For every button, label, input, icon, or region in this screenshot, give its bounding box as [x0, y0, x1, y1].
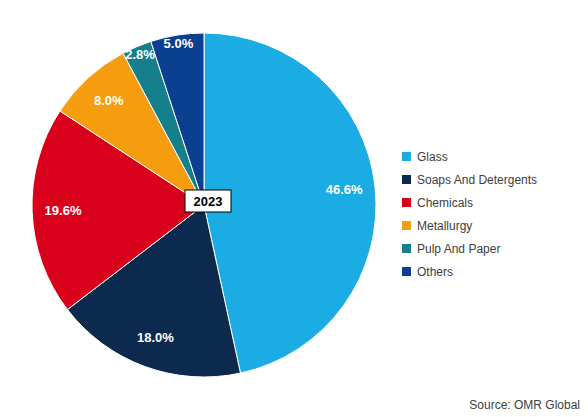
legend-label: Chemicals	[417, 196, 473, 210]
slice	[151, 33, 204, 205]
legend-swatch	[402, 267, 411, 276]
center-title: 2023	[185, 190, 231, 212]
data-label: 5.0%	[164, 36, 194, 51]
legend-label: Metallurgy	[417, 219, 472, 233]
data-label: 19.6%	[45, 203, 82, 218]
legend-label: Others	[417, 265, 453, 279]
legend-label: Glass	[417, 150, 448, 164]
data-label: 2.8%	[125, 47, 155, 62]
data-label: 46.6%	[326, 182, 363, 197]
data-label: 18.0%	[137, 330, 174, 345]
legend-swatch	[402, 152, 411, 161]
legend-swatch	[402, 175, 411, 184]
legend: Glass Soaps And Detergents Chemicals Metall…	[402, 150, 537, 279]
chart: 46.6% 18.0% 19.6% 8.0% 2.8% 5.0% 2023 Glass Soap…	[0, 0, 588, 417]
data-labels: 46.6% 18.0% 19.6% 8.0% 2.8% 5.0%	[45, 36, 363, 345]
legend-swatch	[402, 221, 411, 230]
title: 2023	[194, 194, 223, 209]
legend-swatch	[402, 244, 411, 253]
data-label: 8.0%	[94, 93, 124, 108]
legend-label: Pulp And Paper	[417, 242, 500, 256]
legend-swatch	[402, 198, 411, 207]
legend-label: Soaps And Detergents	[417, 173, 537, 187]
title-box	[185, 190, 231, 212]
slices	[32, 33, 376, 377]
source-note: Source: OMR Global	[469, 398, 580, 412]
chart-root: 46.6% 18.0% 19.6% 8.0% 2.8% 5.0% 2023 Glass Soap…	[0, 0, 588, 417]
